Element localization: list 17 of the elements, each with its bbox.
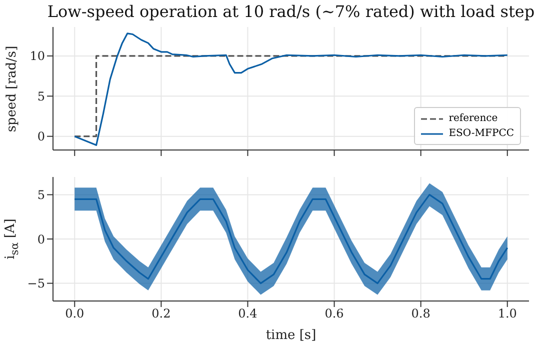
y-tick-label: 5: [37, 188, 45, 202]
chart-title: Low-speed operation at 10 rad/s (~7% rated) with load step: [47, 2, 535, 21]
x-tick-label: 0.8: [411, 306, 430, 321]
x-tick-label: 0.4: [238, 306, 258, 321]
y-tick-label: −5: [27, 276, 45, 291]
x-tick-label: 0.2: [152, 306, 171, 321]
y-tick-label: 0: [37, 130, 45, 144]
legend-label: reference: [448, 112, 498, 126]
legend-label: ESO-MFPCC: [448, 127, 514, 141]
y-axis-title: speed [rad/s]: [4, 45, 20, 132]
y-tick-label: 0: [37, 232, 45, 246]
x-tick-label: 0.6: [324, 306, 344, 321]
x-tick-label: 1.0: [498, 306, 517, 321]
x-axis-title: time [s]: [266, 328, 316, 343]
x-tick-label: 0.0: [65, 306, 84, 321]
y-tick-label: 5: [37, 89, 45, 104]
y-tick-label: 10: [30, 49, 45, 64]
